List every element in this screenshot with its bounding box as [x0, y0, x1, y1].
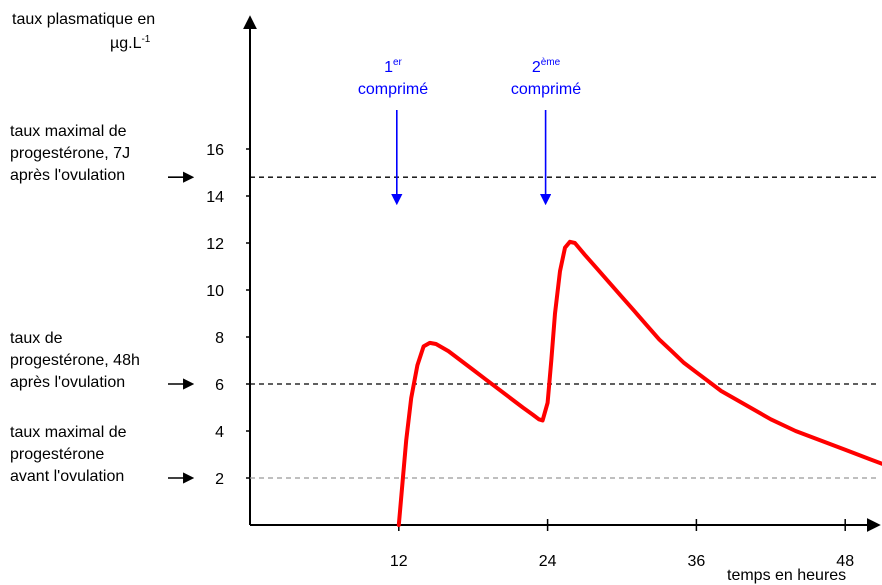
y-axis-unit: µg.L-1 — [110, 34, 151, 52]
y-tick-label: 8 — [215, 330, 224, 347]
x-tick-label: 36 — [688, 553, 706, 570]
reference-label: après l'ovulation — [10, 374, 125, 391]
dose-number-value: 2 — [532, 59, 541, 76]
y-axis-unit-base: µg.L — [110, 35, 142, 52]
y-tick-label: 12 — [206, 236, 224, 253]
reference-label: progestérone — [10, 446, 104, 463]
dose-label: comprimé — [511, 81, 581, 98]
dose-number-value: 1 — [384, 59, 393, 76]
dose-annotations: 1er comprimé 2ème comprimé — [358, 57, 581, 206]
dose-number-suffix: ème — [541, 57, 561, 68]
y-tick-label: 6 — [215, 377, 224, 394]
y-tick-label: 10 — [206, 283, 224, 300]
dose-label: comprimé — [358, 81, 428, 98]
y-axis-unit-exponent: -1 — [141, 34, 150, 45]
x-tick-label: 48 — [836, 553, 854, 570]
reference-label: progestérone, 7J — [10, 145, 130, 162]
reference-label: progestérone, 48h — [10, 352, 140, 369]
y-tick-label: 14 — [206, 189, 224, 206]
x-axis-title: temps en heures — [727, 567, 846, 584]
progesterone-curve — [396, 239, 882, 527]
dose-number: 1er — [384, 57, 402, 76]
reference-label: taux maximal de — [10, 424, 127, 441]
reference-label: avant l'ovulation — [10, 468, 124, 485]
reference-label: taux de — [10, 330, 63, 347]
x-tick-label: 24 — [539, 553, 557, 570]
y-axis-title: taux plasmatique en — [12, 11, 155, 28]
reference-label: taux maximal de — [10, 123, 127, 140]
x-tick-label: 12 — [390, 553, 408, 570]
reference-lines: taux maximal de progestérone, 7J après l'o… — [10, 123, 880, 485]
y-tick-label: 16 — [206, 142, 224, 159]
reference-label: après l'ovulation — [10, 167, 125, 184]
y-tick-label: 4 — [215, 424, 224, 441]
dose-number: 2ème — [532, 57, 561, 76]
dose-number-suffix: er — [393, 57, 403, 68]
y-tick-label: 2 — [215, 471, 224, 488]
series-layer — [396, 239, 882, 527]
